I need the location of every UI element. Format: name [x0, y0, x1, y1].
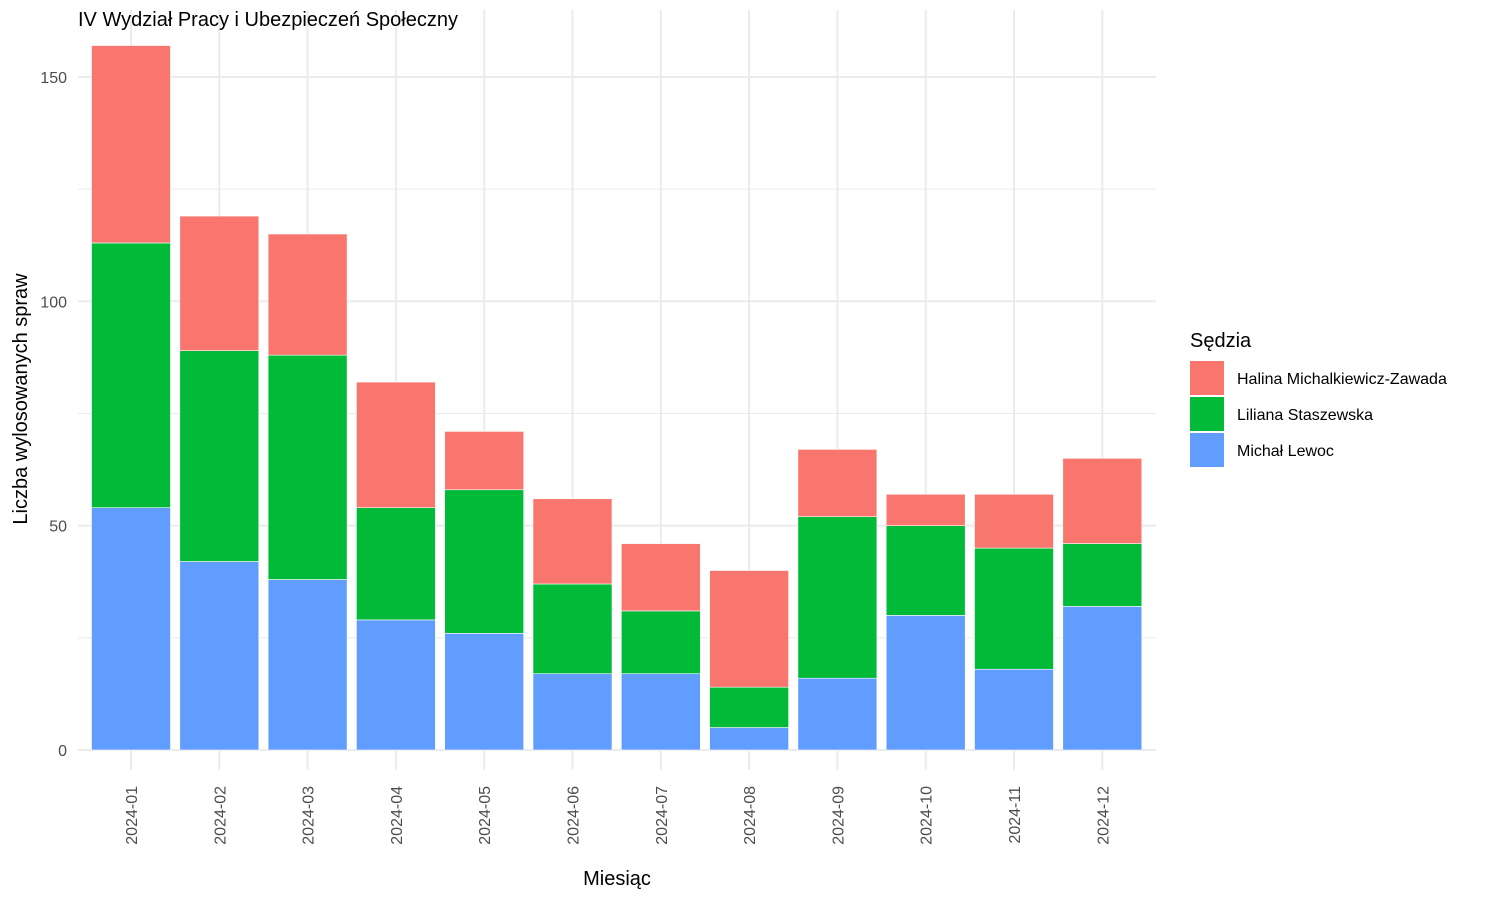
bar-segment [91, 507, 171, 751]
bar-segment [267, 354, 348, 580]
legend-items: Halina Michalkiewicz-Zawada Liliana Stasz… [1190, 361, 1447, 467]
legend-swatch [1190, 361, 1224, 395]
bar-segment [267, 579, 348, 751]
y-tick-label: 150 [40, 70, 67, 87]
bar-segment [356, 507, 436, 621]
legend-title: Sędzia [1190, 330, 1252, 352]
bar-segment [974, 493, 1054, 549]
chart-title: IV Wydział Pracy i Ubezpieczeń Społeczny [78, 9, 458, 31]
bar-segment [620, 610, 701, 675]
bar-segment [620, 673, 701, 751]
bar-segment [91, 242, 171, 509]
x-tick-label: 2024-06 [566, 786, 583, 845]
x-tick-label: 2024-11 [1007, 786, 1024, 844]
bar-segment [885, 615, 966, 751]
legend-label: Michał Lewoc [1237, 443, 1334, 460]
y-tick-label: 0 [58, 743, 67, 760]
bar-segment [179, 561, 260, 751]
bar-segment [532, 583, 613, 675]
y-axis-ticks: 0 50 100 150 [40, 70, 67, 760]
bar-segment [444, 633, 525, 751]
bar-segment [709, 570, 789, 688]
y-tick-label: 100 [40, 294, 67, 311]
x-tick-label: 2024-05 [477, 786, 494, 845]
x-tick-label: 2024-01 [124, 786, 141, 845]
bar-segment [444, 431, 525, 491]
bar-segment [179, 215, 260, 351]
bar-segment [709, 686, 789, 728]
legend: Sędzia Halina Michalkiewicz-Zawada Lilian… [1190, 330, 1447, 467]
bar-segment [885, 493, 966, 526]
bar-segment [797, 449, 878, 517]
bar-segment [1062, 543, 1143, 607]
x-tick-label: 2024-04 [389, 786, 406, 845]
legend-label: Halina Michalkiewicz-Zawada [1237, 371, 1447, 388]
bar-segment [620, 543, 701, 612]
y-tick-label: 50 [49, 519, 67, 536]
bar-segment [797, 516, 878, 679]
x-tick-label: 2024-09 [830, 786, 847, 845]
x-tick-label: 2024-03 [301, 786, 318, 845]
bar-segment [179, 350, 260, 562]
x-axis-title: Miesiąc [583, 868, 651, 890]
x-tick-label: 2024-12 [1095, 786, 1112, 845]
x-axis-ticks: 2024-01 2024-02 2024-03 2024-04 2024-05 2024-… [124, 786, 1112, 845]
bar-segment [885, 525, 966, 616]
bar-segment [709, 727, 789, 751]
bars-layer [91, 45, 1143, 751]
bar-segment [532, 673, 613, 751]
bar-segment [797, 677, 878, 751]
bar-segment [267, 233, 348, 356]
bar-segment [974, 547, 1054, 670]
bar-segment [444, 489, 525, 634]
bar-segment [1062, 458, 1143, 544]
bar-segment [532, 498, 613, 585]
x-tick-label: 2024-07 [654, 786, 671, 845]
legend-label: Liliana Staszewska [1237, 407, 1373, 424]
y-axis-title: Liczba wylosowanych spraw [10, 273, 32, 525]
bar-segment [356, 619, 436, 751]
x-tick-label: 2024-08 [742, 786, 759, 845]
bar-segment [974, 668, 1054, 751]
bar-segment [1062, 606, 1143, 751]
bar-segment [356, 381, 436, 509]
legend-swatch [1190, 433, 1224, 467]
bar-segment [91, 45, 171, 244]
x-tick-label: 2024-02 [212, 786, 229, 845]
legend-swatch [1190, 397, 1224, 431]
x-tick-label: 2024-10 [919, 786, 936, 845]
